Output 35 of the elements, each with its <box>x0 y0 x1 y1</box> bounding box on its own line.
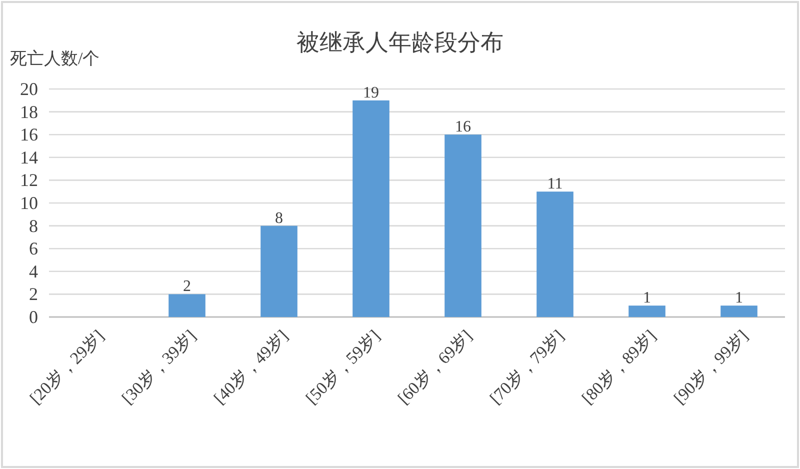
data-label: 16 <box>455 118 471 136</box>
data-label: 1 <box>735 290 743 307</box>
chart-title: 被继承人年龄段分布 <box>296 30 504 55</box>
bar <box>352 100 390 317</box>
bar <box>628 306 666 317</box>
y-tick-label: 0 <box>29 307 38 327</box>
x-tick-label: [40岁，49岁] <box>210 326 292 408</box>
y-tick-label: 14 <box>20 147 38 168</box>
data-label: 2 <box>183 278 191 296</box>
x-tick-label: [80岁，89岁] <box>578 326 660 408</box>
data-label: 1 <box>643 290 651 307</box>
data-label: 19 <box>363 84 379 102</box>
x-tick-label: [50岁，59岁] <box>302 326 384 408</box>
bar <box>720 306 758 317</box>
bar <box>168 294 206 317</box>
x-tick-label: [60岁，69岁] <box>394 326 476 408</box>
y-tick-label: 12 <box>20 170 38 190</box>
y-tick-label: 18 <box>20 102 38 122</box>
y-tick-label: 16 <box>20 124 38 145</box>
y-tick-label: 20 <box>20 79 38 99</box>
x-tick-label: [20岁，29岁] <box>26 326 108 408</box>
y-tick-label: 6 <box>29 238 38 259</box>
y-tick-label: 10 <box>20 193 38 213</box>
x-tick-label: [70岁，79岁] <box>486 326 568 408</box>
y-tick-label: 2 <box>29 284 38 304</box>
bar <box>260 226 298 317</box>
y-tick-label: 8 <box>29 216 38 236</box>
data-label: 11 <box>547 176 563 193</box>
x-tick-label: [30岁，39岁] <box>118 326 200 408</box>
x-tick-label: [90岁，99岁] <box>670 326 752 408</box>
data-label: 8 <box>275 210 283 227</box>
y-axis-title: 死亡人数/个 <box>10 49 100 68</box>
bar <box>536 192 574 317</box>
bar <box>444 134 482 317</box>
y-tick-label: 4 <box>29 261 38 282</box>
